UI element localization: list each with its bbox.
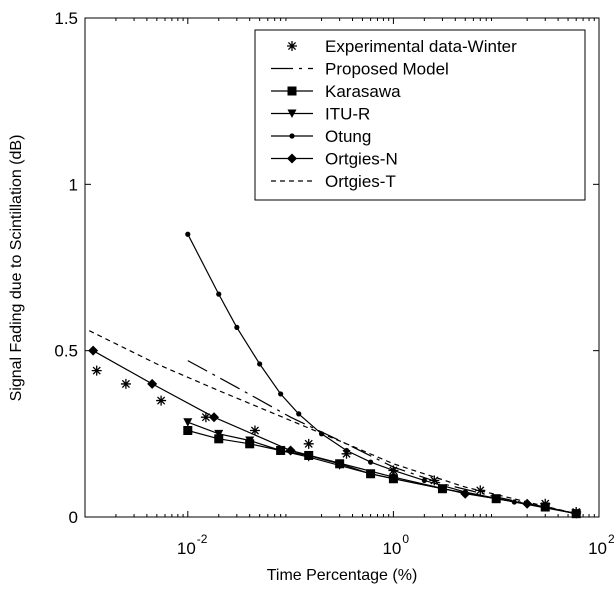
data-point bbox=[185, 231, 191, 237]
legend-label: Proposed Model bbox=[325, 60, 449, 79]
data-point bbox=[343, 447, 350, 454]
legend-box bbox=[254, 29, 586, 201]
data-point bbox=[245, 436, 255, 445]
legend-label: Karasawa bbox=[325, 82, 401, 101]
legend-marker bbox=[289, 133, 295, 139]
data-point bbox=[214, 434, 224, 444]
x-tick-base: 10 bbox=[177, 539, 196, 558]
data-point bbox=[278, 391, 284, 397]
x-tick-label: 10 bbox=[177, 539, 196, 558]
y-tick-label: 0.5 bbox=[54, 342, 78, 361]
data-point bbox=[390, 467, 396, 474]
legend-label: Otung bbox=[325, 127, 371, 146]
x-tick-base: 10 bbox=[588, 539, 607, 558]
data-point bbox=[367, 459, 374, 465]
data-point bbox=[421, 477, 427, 484]
series-line bbox=[187, 360, 577, 515]
y-tick-label: 1.5 bbox=[54, 9, 78, 28]
legend-marker bbox=[287, 153, 297, 164]
data-point bbox=[147, 378, 158, 389]
series-ortgies-t bbox=[89, 330, 577, 515]
data-point bbox=[200, 412, 211, 423]
data-point bbox=[234, 324, 240, 330]
x-tick-label: 10 bbox=[588, 539, 607, 558]
series-line bbox=[89, 330, 577, 515]
legend-marker bbox=[287, 109, 297, 118]
series-line bbox=[187, 233, 577, 515]
axes-group: 00.511.510 -2 10 0 10 2 bbox=[54, 9, 614, 558]
data-point bbox=[257, 361, 263, 367]
data-point bbox=[522, 498, 533, 509]
legend-label: Experimental data-Winter bbox=[325, 37, 517, 56]
data-point bbox=[388, 472, 399, 483]
legend-label: Ortgies-T bbox=[325, 172, 396, 191]
data-point bbox=[296, 411, 302, 417]
data-point bbox=[183, 426, 193, 436]
y-tick-label: 1 bbox=[69, 175, 78, 194]
data-point bbox=[249, 425, 260, 436]
x-tick-label: 10 bbox=[382, 539, 401, 558]
x-tick-exponent: -2 bbox=[197, 532, 208, 546]
data-point bbox=[341, 448, 352, 459]
legend-marker bbox=[287, 86, 297, 96]
data-point bbox=[209, 412, 220, 423]
data-point bbox=[460, 488, 471, 499]
legend-marker bbox=[287, 41, 297, 51]
data-point bbox=[571, 508, 582, 519]
series-proposed-model bbox=[187, 360, 577, 515]
data-point bbox=[216, 291, 222, 297]
series-line bbox=[92, 350, 577, 515]
data-point bbox=[183, 418, 193, 427]
data-point bbox=[475, 485, 486, 496]
data-point bbox=[88, 345, 99, 356]
x-tick-exponent: 2 bbox=[608, 532, 614, 546]
data-point bbox=[156, 395, 167, 406]
x-axis-label: Time Percentage (%) bbox=[267, 567, 418, 584]
series-ortgies-n bbox=[88, 345, 582, 519]
data-point bbox=[91, 365, 102, 376]
series-karasawa bbox=[183, 426, 581, 519]
series-experimental-data-winter bbox=[91, 365, 582, 518]
legend-label: Ortgies-N bbox=[325, 150, 398, 169]
y-axis-label: Signal Fading due to Scintillation (dB) bbox=[8, 135, 25, 402]
plot-frame bbox=[84, 17, 600, 518]
data-point bbox=[120, 378, 131, 389]
y-tick-label: 0 bbox=[69, 508, 78, 527]
legend-label: ITU-R bbox=[325, 105, 370, 124]
legend: Experimental data-Winter Proposed Model Ka… bbox=[254, 29, 586, 201]
data-point bbox=[303, 438, 314, 449]
x-tick-base: 10 bbox=[382, 539, 401, 558]
data-point bbox=[276, 446, 286, 455]
series-otung bbox=[185, 231, 579, 517]
data-point bbox=[285, 445, 296, 456]
data-point bbox=[214, 429, 224, 439]
x-tick-exponent: 0 bbox=[402, 532, 409, 546]
data-group bbox=[88, 231, 582, 519]
